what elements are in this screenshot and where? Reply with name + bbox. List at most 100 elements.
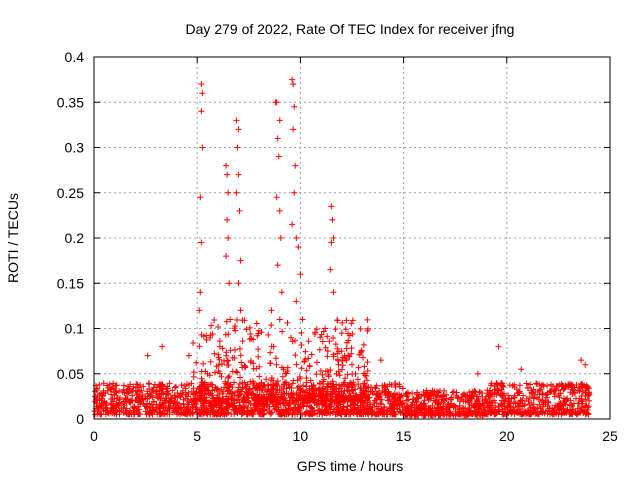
data-point (320, 402, 327, 409)
data-point (339, 362, 346, 369)
data-point (108, 408, 115, 415)
data-point (319, 338, 326, 345)
data-point (279, 373, 286, 380)
data-point (360, 354, 367, 361)
data-point (516, 382, 523, 389)
data-point (267, 411, 274, 418)
data-point (514, 400, 521, 407)
data-point (578, 395, 585, 402)
data-point (213, 363, 220, 370)
data-point (309, 396, 316, 403)
data-point (215, 351, 222, 358)
data-point (498, 402, 505, 409)
data-point (349, 317, 356, 324)
data-point (100, 380, 107, 387)
data-point (144, 352, 151, 359)
data-point (343, 383, 350, 390)
data-point (307, 410, 314, 417)
data-point (474, 370, 481, 377)
data-point (397, 398, 404, 405)
data-point (185, 352, 192, 359)
data-point (355, 406, 362, 413)
data-point (364, 367, 371, 374)
data-point (133, 381, 140, 388)
data-point (508, 410, 515, 417)
data-point (147, 409, 154, 416)
data-point (435, 401, 442, 408)
data-point (569, 407, 576, 414)
data-point (273, 194, 280, 201)
data-point (274, 135, 281, 142)
data-point (584, 406, 591, 413)
data-point (357, 397, 364, 404)
data-point (401, 411, 408, 418)
data-point (486, 387, 493, 394)
data-point (453, 389, 460, 396)
data-point (110, 380, 117, 387)
data-point (233, 189, 240, 196)
data-point (102, 402, 109, 409)
data-point (364, 359, 371, 366)
data-point (198, 368, 205, 375)
data-point (239, 338, 246, 345)
data-point (476, 405, 483, 412)
data-point (130, 409, 137, 416)
data-point (328, 239, 335, 246)
data-point (307, 377, 314, 384)
data-point (440, 392, 447, 399)
data-point (316, 346, 323, 353)
data-point (260, 391, 267, 398)
data-point (563, 409, 570, 416)
data-point (197, 194, 204, 201)
data-point (245, 399, 252, 406)
data-point (472, 400, 479, 407)
data-point (363, 377, 370, 384)
data-point (327, 397, 334, 404)
data-point (576, 387, 583, 394)
data-point (339, 319, 346, 326)
data-point (384, 392, 391, 399)
data-point (504, 405, 511, 412)
data-point (123, 398, 130, 405)
data-point (121, 389, 128, 396)
data-point (298, 387, 305, 394)
data-point (160, 403, 167, 410)
data-point (327, 266, 334, 273)
data-point (286, 397, 293, 404)
data-point (394, 405, 401, 412)
data-point (277, 235, 284, 241)
data-point (494, 385, 501, 392)
data-point (364, 325, 371, 332)
data-point (318, 331, 325, 338)
data-point (146, 400, 153, 407)
data-point (326, 338, 333, 345)
data-point (524, 385, 531, 392)
data-point (231, 379, 238, 386)
data-point (272, 382, 279, 389)
data-point (298, 365, 305, 372)
data-point (246, 386, 253, 393)
x-tick-label: 10 (293, 428, 309, 444)
data-point (285, 402, 292, 409)
data-point (159, 386, 166, 393)
data-point (562, 382, 569, 389)
data-point (348, 384, 355, 391)
data-point (239, 410, 246, 417)
data-point (146, 385, 153, 392)
data-point (471, 387, 478, 394)
data-point (443, 391, 450, 398)
data-point (237, 307, 244, 314)
data-point (285, 390, 292, 397)
data-point (296, 405, 303, 412)
data-point (142, 408, 149, 415)
data-point (237, 374, 244, 381)
data-point (343, 345, 350, 352)
data-point (128, 388, 135, 395)
data-point (92, 388, 99, 395)
data-point (265, 331, 272, 338)
data-point (204, 386, 211, 393)
data-point (583, 383, 590, 390)
data-point (208, 381, 215, 388)
data-point (540, 401, 547, 408)
data-point (111, 410, 118, 417)
